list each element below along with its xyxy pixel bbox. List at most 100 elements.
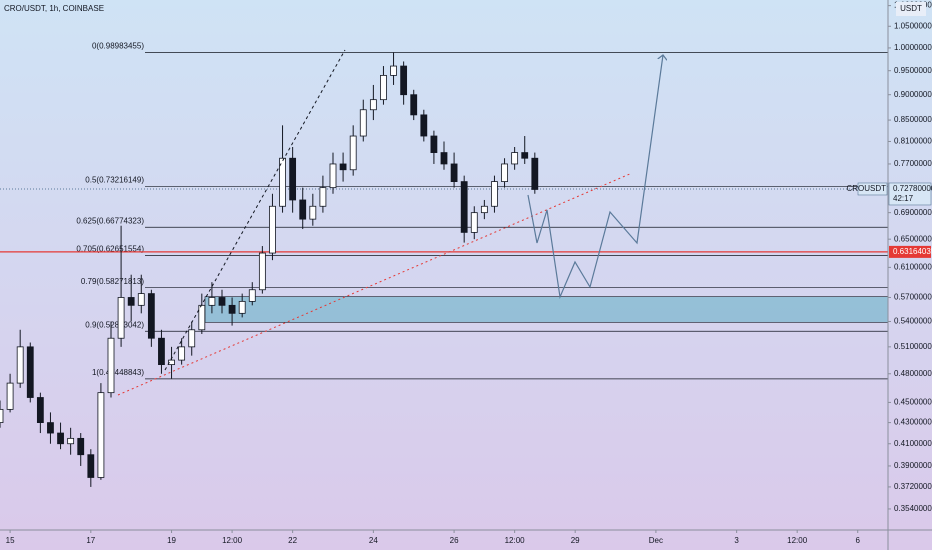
x-tick-label: 15 (6, 536, 15, 545)
candle-body (57, 432, 64, 445)
candle-body (491, 181, 498, 207)
countdown: 42:17 (893, 194, 914, 203)
fib-label: 1(0.47448843) (92, 368, 144, 377)
x-tick-label: 12:00 (505, 536, 526, 545)
candle-body (339, 163, 347, 171)
candle-body (198, 304, 206, 331)
y-tick-label: 0.35400000 (894, 504, 932, 513)
x-tick-label: 19 (167, 536, 176, 545)
candle-body (410, 94, 418, 116)
candle-body (400, 65, 408, 96)
candle-body (329, 163, 337, 189)
price-tag-label: 0.72780000 (893, 184, 932, 193)
candle-body (87, 454, 95, 478)
symbol-tag: CROUSDT (846, 184, 886, 193)
candle-body (480, 205, 488, 214)
symbol-tag-box (857, 182, 888, 196)
candle-body (450, 163, 458, 182)
x-tick-label: 6 (856, 536, 861, 545)
candle-body (117, 297, 125, 339)
candle-body (188, 329, 196, 348)
candle-body (178, 346, 186, 361)
candle-body (349, 135, 357, 171)
x-tick-label: 3 (734, 536, 739, 545)
price-tag (888, 182, 932, 206)
candle-body (269, 205, 276, 254)
x-tick-label: 29 (571, 536, 580, 545)
fib-label: 0(0.98983455) (92, 42, 144, 51)
alert-tag-label: 0.63164035 (893, 247, 932, 256)
candle-body (390, 65, 397, 76)
trend-line (164, 49, 346, 371)
fib-label: 0.705(0.62651554) (76, 245, 144, 254)
candle-body (470, 212, 478, 233)
alert-tag (889, 245, 931, 258)
candle-body (531, 157, 539, 190)
fib-label: 0.79(0.58271813) (81, 277, 145, 286)
candle-body (460, 181, 468, 233)
candle-body (67, 437, 75, 445)
candle-body (380, 74, 387, 101)
candle-body (77, 437, 85, 456)
x-tick-label: 22 (288, 536, 297, 545)
candle-body (97, 392, 105, 478)
candle-body (26, 346, 34, 398)
x-tick-label: 26 (450, 536, 459, 545)
candle-body (501, 163, 508, 182)
currency: USDT (900, 4, 922, 13)
candle-body (430, 135, 438, 153)
candle-body (440, 152, 448, 165)
x-tick-label: Dec (649, 536, 663, 545)
projection-path (527, 55, 663, 300)
candle-body (147, 293, 155, 339)
fib-label: 0.9(0.52823042) (85, 320, 144, 329)
candle-body (228, 304, 236, 314)
candle-body (137, 293, 145, 306)
x-tick-label: 24 (369, 536, 378, 545)
candle-body (16, 346, 24, 384)
candle-body (6, 382, 14, 410)
candle-body (521, 152, 529, 159)
candle-body (168, 359, 175, 366)
y-tick-label: 1.05000000 (894, 21, 932, 30)
x-tick-label: 12:00 (222, 536, 243, 545)
x-tick-label: 17 (86, 536, 95, 545)
candle-body (299, 199, 307, 220)
candle-body (309, 205, 317, 220)
candle-body (158, 337, 165, 366)
x-tick-label: 12:00 (787, 536, 808, 545)
currency-box (896, 2, 926, 16)
fib-label: 0.5(0.73216149) (85, 175, 144, 184)
candle-body (369, 99, 377, 111)
candle-body (319, 187, 327, 207)
candle-body (420, 114, 428, 137)
candle-body (208, 297, 216, 306)
candle-body (511, 152, 519, 165)
candle-body (0, 408, 4, 424)
candle-body (279, 157, 286, 207)
zone (204, 296, 889, 323)
fib-label: 0.625(0.66774323) (76, 216, 144, 225)
candle-body (248, 289, 256, 302)
candle-body (127, 297, 135, 306)
support-line (117, 172, 633, 396)
